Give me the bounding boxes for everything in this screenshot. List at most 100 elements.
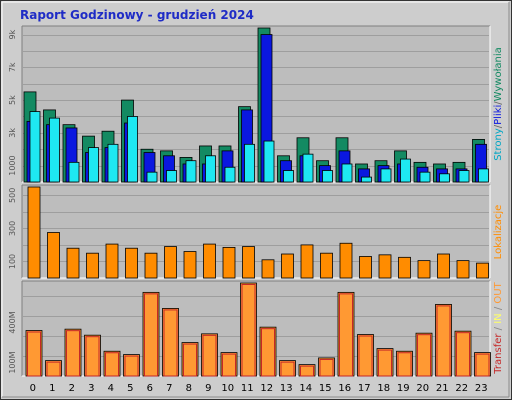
bar: [378, 254, 392, 279]
side-label-part: OUT: [493, 281, 504, 303]
bar: [181, 342, 199, 377]
side-label-part: Lokalizacje: [493, 205, 504, 260]
bar: [337, 291, 355, 377]
bar: [103, 350, 121, 377]
bar: [476, 262, 489, 279]
bar: [435, 304, 452, 377]
side-label-part: IN: [493, 313, 504, 323]
bar: [415, 332, 433, 377]
bar: [456, 260, 470, 279]
bar: [164, 246, 177, 279]
side-label-part: Pliki: [493, 105, 504, 125]
bar: [185, 160, 197, 183]
bar: [27, 186, 41, 279]
y-tick-label: 5k: [8, 95, 17, 105]
side-label-part: /: [493, 324, 504, 334]
bar-inner-outline: [124, 355, 139, 377]
bar-inner-outline: [163, 309, 178, 377]
bar: [244, 143, 255, 183]
bar: [279, 360, 296, 377]
x-tick-label: 14: [299, 383, 312, 394]
bar-inner-outline: [222, 353, 236, 377]
chart-title: Raport Godzinowy - grudzień 2024: [20, 8, 254, 22]
y-tick-label: 100M: [8, 351, 17, 373]
bar: [224, 166, 236, 183]
x-tick-label: 6: [147, 383, 153, 394]
bar: [400, 158, 411, 183]
bar: [439, 173, 450, 183]
x-tick-label: 22: [455, 383, 468, 394]
bar-inner-outline: [436, 305, 451, 377]
bar: [127, 116, 138, 183]
bar: [261, 259, 275, 279]
bar-inner-outline: [183, 343, 197, 377]
bar: [107, 143, 119, 183]
bar: [86, 252, 99, 279]
x-tick-label: 0: [30, 383, 36, 394]
bar: [437, 253, 450, 279]
side-label: Transfer / IN / OUT: [493, 281, 504, 374]
plot-background: [22, 185, 490, 278]
x-tick-label: 11: [241, 383, 254, 394]
bar: [49, 117, 60, 183]
x-tick-label: 10: [221, 383, 234, 394]
bar: [419, 171, 431, 183]
bar-inner-outline: [456, 332, 470, 377]
bar: [458, 170, 470, 183]
bar-inner-outline: [27, 331, 41, 377]
bar: [417, 260, 431, 279]
bar: [166, 170, 177, 183]
bar: [64, 328, 82, 377]
bar: [105, 243, 119, 279]
bar: [220, 352, 238, 377]
bar: [474, 352, 491, 377]
y-tick-label: 100: [8, 254, 17, 269]
bar: [263, 140, 275, 183]
bar-inner-outline: [144, 293, 158, 377]
bar: [201, 333, 218, 377]
x-tick-label: 7: [166, 383, 172, 394]
bar: [341, 163, 353, 183]
bar: [240, 282, 257, 377]
bar: [339, 242, 353, 279]
bar: [300, 244, 314, 279]
bar: [222, 246, 236, 279]
side-label-part: Wywołania: [493, 47, 504, 101]
x-tick-label: 20: [416, 383, 429, 394]
bar-inner-outline: [300, 365, 314, 377]
y-tick-label: 500: [8, 188, 17, 203]
bar: [203, 243, 216, 279]
bar-inner-outline: [46, 361, 61, 377]
x-tick-label: 3: [88, 383, 94, 394]
x-axis-labels: 0 1 2 3 4 5 6 7 8 9 10 11 12 13 14 15 16 17 18 19 20 21 22 23: [30, 383, 488, 394]
x-tick-label: 4: [108, 383, 114, 394]
x-tick-label: 19: [397, 383, 410, 394]
bar-inner-outline: [241, 284, 256, 377]
bar: [47, 232, 60, 279]
bar: [376, 348, 394, 377]
chart-panel-3: 100M 400M Transfer / IN / OUT: [8, 280, 504, 377]
x-tick-label: 1: [49, 383, 55, 394]
y-tick-label: 400M: [8, 311, 17, 333]
bar: [283, 170, 294, 183]
x-tick-label: 5: [127, 383, 133, 394]
bar: [205, 155, 216, 183]
chart-panel-2: 100 300 500 Lokalizacje: [8, 184, 504, 279]
bar-inner-outline: [280, 361, 295, 377]
bar: [25, 330, 43, 377]
bar: [146, 171, 158, 183]
bar: [281, 253, 294, 279]
y-tick-label: 7k: [8, 62, 17, 72]
bar: [380, 168, 392, 183]
side-label-part: /: [493, 101, 504, 105]
x-tick-label: 13: [280, 383, 293, 394]
side-label-part: /: [493, 304, 504, 314]
x-tick-label: 18: [377, 383, 390, 394]
y-tick-label: 3k: [8, 128, 17, 138]
side-label-part: /: [493, 124, 504, 128]
bar: [45, 360, 62, 377]
side-label: Strony/Pliki/Wywołania: [493, 47, 504, 161]
x-tick-label: 15: [319, 383, 332, 394]
bar: [318, 357, 335, 377]
